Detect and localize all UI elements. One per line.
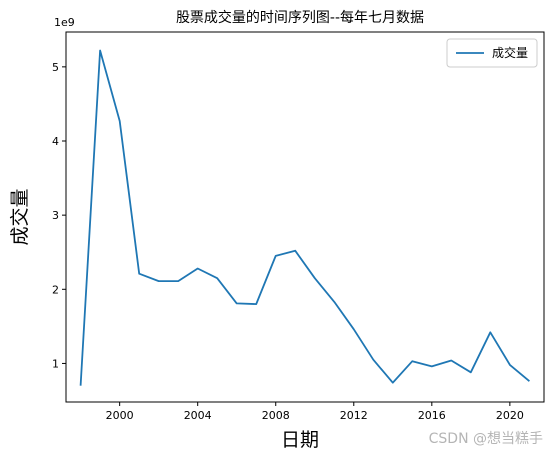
legend-label: 成交量 xyxy=(492,45,528,60)
x-axis-label: 日期 xyxy=(281,429,319,451)
x-tick-label: 2000 xyxy=(106,409,134,422)
x-tick-label: 2008 xyxy=(262,409,290,422)
x-tick-label: 2012 xyxy=(340,409,368,422)
y-tick-label: 4 xyxy=(52,135,59,148)
x-tick-label: 2004 xyxy=(184,409,212,422)
y-scale-label: 1e9 xyxy=(54,16,75,29)
y-tick-label: 5 xyxy=(52,61,59,74)
y-tick-label: 3 xyxy=(52,209,59,222)
x-axis-ticks: 2000 2004 2008 2012 2016 2020 xyxy=(106,402,524,422)
legend-box xyxy=(446,38,538,68)
chart-title: 股票成交量的时间序列图--每年七月数据 xyxy=(176,9,424,26)
plot-frame xyxy=(65,31,545,403)
series-line xyxy=(79,49,530,386)
y-axis-label: 成交量 xyxy=(9,188,31,245)
legend: 成交量 xyxy=(446,38,538,68)
watermark: CSDN @想当糕手 xyxy=(428,431,543,447)
y-axis-ticks: 1 2 3 4 5 xyxy=(52,61,66,370)
series-layer xyxy=(79,49,530,386)
plot-area xyxy=(66,32,544,402)
y-tick-label: 1 xyxy=(52,357,59,370)
y-tick-label: 2 xyxy=(52,283,59,296)
x-tick-label: 2016 xyxy=(418,409,446,422)
x-tick-label: 2020 xyxy=(496,409,524,422)
